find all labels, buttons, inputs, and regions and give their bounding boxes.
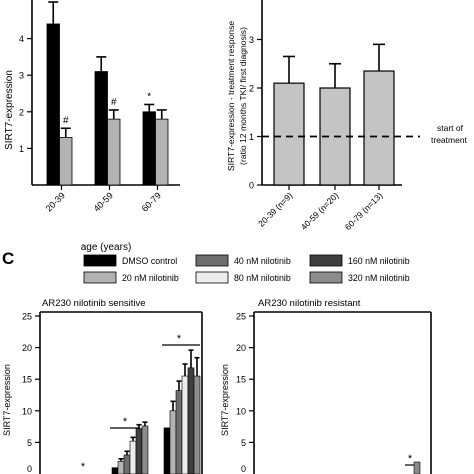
bar bbox=[181, 375, 189, 474]
bar bbox=[193, 375, 201, 474]
y-tick-label: 3 bbox=[19, 71, 24, 81]
y-tick-label: 2 bbox=[249, 84, 254, 94]
panel-sensitive: AR230 nilotinib sensitive 0 5 10 15 20 25 * * *… bbox=[2, 298, 203, 474]
significance-mark: * bbox=[147, 91, 151, 102]
y-tick-label: 15 bbox=[236, 375, 246, 385]
y-tick-label: 20 bbox=[22, 343, 32, 353]
y-tick-label: 4 bbox=[19, 34, 24, 44]
legend-label: DMSO control bbox=[122, 256, 177, 266]
legend-swatch bbox=[83, 254, 117, 267]
bar bbox=[155, 118, 169, 186]
legend-swatch bbox=[195, 271, 229, 284]
legend-label: 80 nM nilotinib bbox=[234, 273, 291, 283]
bar bbox=[117, 461, 125, 474]
legend-swatch bbox=[195, 254, 229, 267]
bar bbox=[59, 137, 73, 186]
bar bbox=[175, 390, 183, 474]
y-tick-label: 1 bbox=[249, 132, 254, 142]
y-tick-label: 1 bbox=[19, 144, 24, 154]
x-tick-label: 60-79 (n=13) bbox=[343, 190, 385, 232]
bar bbox=[123, 454, 131, 474]
y-tick-label: 25 bbox=[22, 312, 32, 322]
panel-treatment-response: 0 1 2 3 20-39 (n=9) 40-59 (n=20) 60-79 (n=13)… bbox=[226, 0, 468, 232]
panel-letter: C bbox=[2, 249, 14, 268]
legend-swatch bbox=[309, 271, 343, 284]
bar bbox=[46, 23, 60, 186]
legend-label: 40 nM nilotinib bbox=[234, 256, 291, 266]
significance-mark: * bbox=[177, 333, 182, 345]
panel-resistant: AR230 nilotinib resistant 0 5 10 15 20 25 * S… bbox=[220, 298, 432, 474]
significance-mark: * bbox=[408, 453, 413, 465]
bar bbox=[107, 118, 121, 186]
reference-line-label-1: start of bbox=[437, 123, 464, 133]
bar bbox=[141, 425, 149, 474]
legend-swatch bbox=[83, 271, 117, 284]
legend-label: 20 nM nilotinib bbox=[122, 273, 179, 283]
legend-label: 160 nM nilotinib bbox=[348, 256, 410, 266]
y-tick-label: 0 bbox=[249, 181, 254, 191]
y-axis-title-line1: SIRT7-expression - treatment response bbox=[226, 21, 236, 172]
significance-mark: # bbox=[111, 97, 117, 108]
bar bbox=[163, 427, 171, 474]
significance-mark: # bbox=[63, 115, 69, 126]
panel-age-sirt7: 1 2 3 4 # # * 20-39 40-59 60-79 SIRT7-expressio… bbox=[4, 0, 180, 253]
bar bbox=[135, 428, 143, 474]
x-tick-label: 20-39 bbox=[44, 190, 67, 213]
bar bbox=[129, 440, 137, 474]
x-axis-title: age (years) bbox=[81, 242, 132, 253]
y-tick-label: 20 bbox=[236, 343, 246, 353]
y-tick-label: 25 bbox=[236, 312, 246, 322]
bar bbox=[111, 467, 119, 474]
y-tick-label: 0 bbox=[241, 464, 246, 474]
y-tick-label: 15 bbox=[22, 375, 32, 385]
bar bbox=[94, 71, 108, 186]
y-tick-label: 5 bbox=[27, 438, 32, 448]
chart-title: AR230 nilotinib resistant bbox=[258, 298, 361, 309]
bar bbox=[169, 410, 177, 474]
x-tick-label: 40-59 (n=20) bbox=[299, 190, 341, 232]
y-tick-label: 3 bbox=[249, 35, 254, 45]
y-tick-label: 10 bbox=[22, 406, 32, 416]
x-tick-label: 40-59 bbox=[92, 190, 115, 213]
significance-mark: * bbox=[81, 461, 86, 473]
legend-label: 320 nM nilotinib bbox=[348, 273, 410, 283]
y-tick-label: 5 bbox=[241, 438, 246, 448]
bar bbox=[413, 461, 421, 474]
y-axis-title: SIRT7-expression bbox=[4, 70, 15, 150]
bar bbox=[273, 82, 305, 186]
reference-line-label-2: treatment bbox=[431, 135, 468, 145]
bar bbox=[187, 367, 195, 474]
x-tick-label: 20-39 (n=9) bbox=[256, 190, 294, 228]
y-tick-label: 2 bbox=[19, 107, 24, 117]
y-tick-label: 0 bbox=[27, 464, 32, 474]
significance-mark: * bbox=[123, 416, 128, 428]
y-tick-label: 10 bbox=[236, 406, 246, 416]
y-axis-title-line2: (ratio 12 months TKI/ first diagnosis) bbox=[238, 27, 248, 165]
bar bbox=[142, 111, 156, 186]
chart-title: AR230 nilotinib sensitive bbox=[42, 298, 146, 309]
legend-swatch bbox=[309, 254, 343, 267]
y-axis-title: SIRT7-expression bbox=[2, 364, 12, 436]
bar bbox=[363, 70, 395, 186]
y-axis-title: SIRT7-expression bbox=[220, 364, 230, 436]
legend: DMSO control 40 nM nilotinib 160 nM niloti… bbox=[83, 254, 410, 284]
x-tick-label: 60-79 bbox=[140, 190, 163, 213]
